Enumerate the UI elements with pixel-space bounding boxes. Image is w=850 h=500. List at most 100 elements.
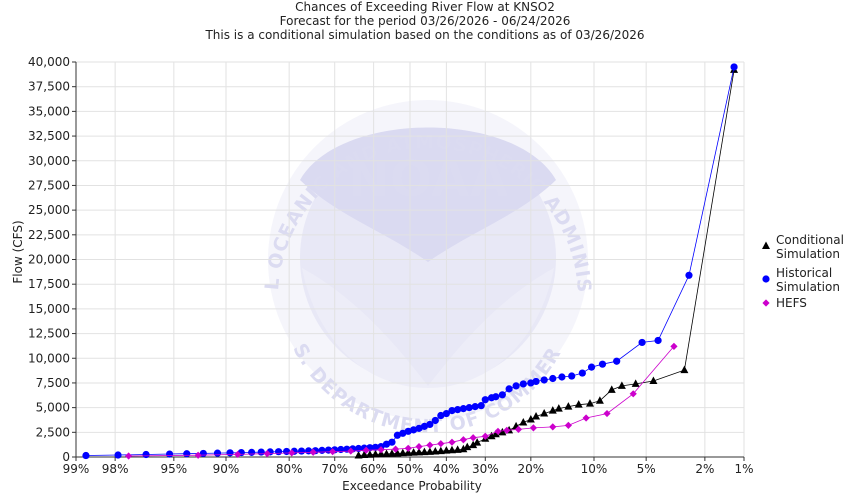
hefs-point <box>549 423 557 431</box>
conditional-simulation-point <box>595 396 604 404</box>
y-tick-label: 7,500 <box>36 376 70 390</box>
historical-simulation-point <box>437 411 445 420</box>
conditional-simulation-point <box>382 449 391 457</box>
chart-subtitle-period: Forecast for the period 03/26/2026 - 06/… <box>280 14 571 28</box>
conditional-simulation-point <box>491 429 500 438</box>
historical-simulation-point <box>578 369 586 377</box>
hefs-point <box>263 450 271 458</box>
historical-simulation-point <box>183 450 191 458</box>
hefs-point <box>125 452 133 460</box>
hefs-point <box>494 427 502 435</box>
y-tick-labels: 0 2,500 5,000 7,500 10,000 12,500 15,000 17,500… <box>28 55 76 464</box>
historical-simulation-point <box>532 377 540 386</box>
historical-simulation-point <box>388 438 396 446</box>
conditional-simulation-point <box>554 404 563 412</box>
hefs-point <box>603 409 611 418</box>
conditional-simulation-point <box>360 450 369 459</box>
conditional-simulation-point <box>393 448 402 457</box>
historical-simulation-point <box>404 427 412 435</box>
legend-label-historical-simulation: Simulation <box>776 280 840 294</box>
historical-simulation-point <box>730 63 738 71</box>
y-axis-title: Flow (CFS) <box>11 220 25 283</box>
conditional-simulation-point <box>371 449 380 458</box>
conditional-simulation-point <box>425 447 434 455</box>
y-tick-label: 5,000 <box>36 401 70 415</box>
historical-simulation-point <box>598 360 607 368</box>
conditional-simulation-point <box>680 365 689 374</box>
x-tick-label: 70% <box>321 462 348 476</box>
noaa-watermark: NOAA NATIONAL OCEANIC AND ATMOSPHERIC AD… <box>0 0 594 438</box>
historical-simulation-point <box>549 374 557 383</box>
series-hefs <box>125 342 678 460</box>
y-tick-label: 17,500 <box>28 277 70 291</box>
historical-simulation-point <box>477 402 485 410</box>
historical-simulation-point <box>505 385 513 393</box>
conditional-simulation-point <box>487 431 496 440</box>
hefs-point <box>459 436 467 444</box>
hefs-point <box>514 425 523 433</box>
historical-simulation-point <box>257 448 265 456</box>
hefs-point <box>437 440 445 448</box>
historical-simulation-point <box>465 404 473 412</box>
historical-simulation-point <box>318 446 326 454</box>
conditional-simulation-point <box>442 446 451 454</box>
historical-simulation-point <box>409 426 418 434</box>
conditional-simulation-point <box>453 445 462 453</box>
y-tick-label: 27,500 <box>28 178 70 192</box>
legend-marker-historical-simulation <box>762 275 770 283</box>
hefs-point <box>404 444 412 452</box>
conditional-simulation-point <box>463 442 472 451</box>
conditional-simulation-point <box>574 400 583 408</box>
y-tick-label: 32,500 <box>28 129 70 143</box>
hefs-point <box>391 445 400 453</box>
historical-simulation-point <box>282 447 291 456</box>
hefs-point <box>629 390 637 398</box>
x-tick-label: 99% <box>63 462 90 476</box>
hefs-point <box>194 451 202 459</box>
x-tick-labels: 99% 98% 95% 90% 80% 70% 60% 50% 40% 30% 20% 10% 5% 2%… <box>63 457 754 476</box>
conditional-simulation-point <box>354 451 363 459</box>
conditional-simulation-point <box>526 414 535 423</box>
hefs-point <box>481 432 489 440</box>
historical-simulation-point <box>213 449 222 457</box>
historical-simulation-point <box>297 447 306 455</box>
historical-simulation-point <box>420 422 429 430</box>
historical-simulation-point <box>399 429 407 437</box>
y-tick-label: 20,000 <box>28 253 70 267</box>
historical-simulation-point <box>382 440 391 448</box>
conditional-simulation-point <box>469 440 478 449</box>
hefs-point <box>529 424 538 432</box>
conditional-simulation-point <box>365 450 374 458</box>
y-tick-label: 0 <box>62 450 70 464</box>
conditional-simulation-point <box>519 417 528 426</box>
legend-item-hefs: HEFS <box>762 296 807 310</box>
conditional-simulation-point <box>564 402 573 410</box>
conditional-simulation-point <box>387 449 396 457</box>
historical-simulation-point <box>248 448 256 456</box>
conditional-simulation-point <box>649 376 658 384</box>
y-tick-label: 30,000 <box>28 154 70 168</box>
chart-subtitle-conditions: This is a conditional simulation based o… <box>204 28 644 42</box>
historical-simulation-point <box>448 406 456 415</box>
historical-simulation-point <box>471 403 479 411</box>
historical-simulation-point <box>274 448 283 456</box>
legend-label-conditional-simulation: Conditional <box>776 233 844 247</box>
hefs-point <box>329 448 337 456</box>
x-tick-label: 95% <box>161 462 188 476</box>
hefs-point <box>670 342 678 350</box>
x-axis-title: Exceedance Probability <box>342 479 482 493</box>
hefs-point <box>288 449 296 457</box>
hefs-point <box>564 421 572 429</box>
conditional-simulation-point <box>436 446 445 455</box>
legend-label-conditional-simulation: Simulation <box>776 247 840 261</box>
hefs-point <box>309 448 317 456</box>
historical-simulation-point <box>454 406 462 414</box>
historical-simulation-point <box>82 451 90 460</box>
noaa-watermark-logo-text: NOAA <box>348 150 509 208</box>
conditional-simulation-point <box>447 445 456 454</box>
x-tick-label: 60% <box>360 462 387 476</box>
x-tick-label: 50% <box>397 462 424 476</box>
historical-simulation-point <box>568 372 576 380</box>
